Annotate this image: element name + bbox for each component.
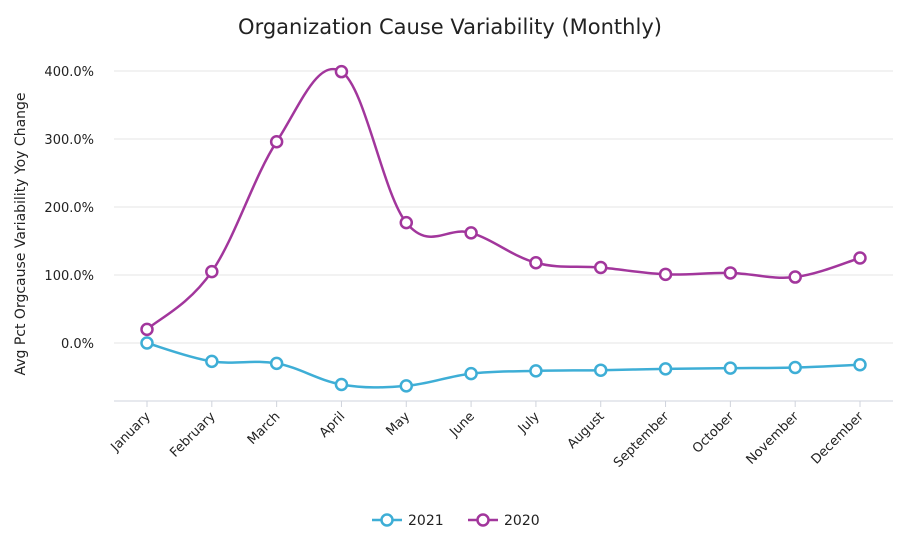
series-line [146,68,861,331]
legend-item-2021[interactable]: 2021 [372,513,444,529]
data-point[interactable] [788,270,802,284]
series-2020 [140,64,867,337]
y-axis-ticks: 400.0% 300.0% 200.0% 100.0% 0.0% [44,65,94,352]
data-point[interactable] [723,361,738,375]
data-point[interactable] [723,266,738,280]
x-tick-label: May [383,409,413,439]
legend-label: 2021 [408,513,444,529]
legend-item-2020[interactable]: 2020 [468,513,540,529]
y-tick-label: 300.0% [44,133,94,148]
x-tick-label: June [447,409,478,440]
data-point[interactable] [205,264,219,279]
data-point[interactable] [529,256,543,270]
y-tick-label: 400.0% [44,65,94,80]
data-point[interactable] [464,366,478,381]
x-tick-label: August [565,409,608,452]
data-point[interactable] [334,377,349,392]
y-tick-label: 200.0% [44,201,94,216]
data-point[interactable] [269,134,284,149]
x-tick-label: January [108,409,154,455]
legend-label: 2020 [504,513,540,529]
chart-title: Organization Cause Variability (Monthly) [238,15,662,39]
data-point[interactable] [464,226,478,240]
x-tick-label: September [611,409,673,471]
data-point[interactable] [399,215,414,230]
data-point[interactable] [140,322,154,337]
x-axis-ticks: January February March April May June July Augu… [108,401,868,471]
data-point[interactable] [334,64,349,79]
y-tick-label: 100.0% [44,269,94,284]
legend-marker-icon [476,513,490,527]
data-point[interactable] [593,363,608,377]
series-lines [140,64,867,393]
x-tick-label: December [809,409,868,468]
x-tick-label: July [515,409,543,437]
data-point[interactable] [593,260,608,275]
legend[interactable]: 2021 2020 [372,513,540,529]
data-point[interactable] [269,356,284,371]
data-point[interactable] [853,358,867,372]
series-2021 [140,336,867,393]
data-point[interactable] [788,360,802,375]
y-axis-label: Avg Pct Orgcause Variability Yoy Change [13,92,29,375]
x-tick-label: April [317,409,349,441]
data-point[interactable] [529,364,543,378]
x-tick-label: February [167,409,219,461]
y-tick-label: 0.0% [61,337,94,352]
data-point[interactable] [853,251,867,265]
x-tick-label: November [744,409,803,468]
legend-marker-icon [380,513,394,527]
data-point[interactable] [399,379,414,393]
x-tick-label: October [690,409,738,457]
data-point[interactable] [658,362,673,376]
series-line [146,341,861,389]
data-point[interactable] [205,354,219,369]
x-tick-label: March [245,409,284,448]
data-point[interactable] [658,267,673,282]
data-point[interactable] [140,336,154,350]
